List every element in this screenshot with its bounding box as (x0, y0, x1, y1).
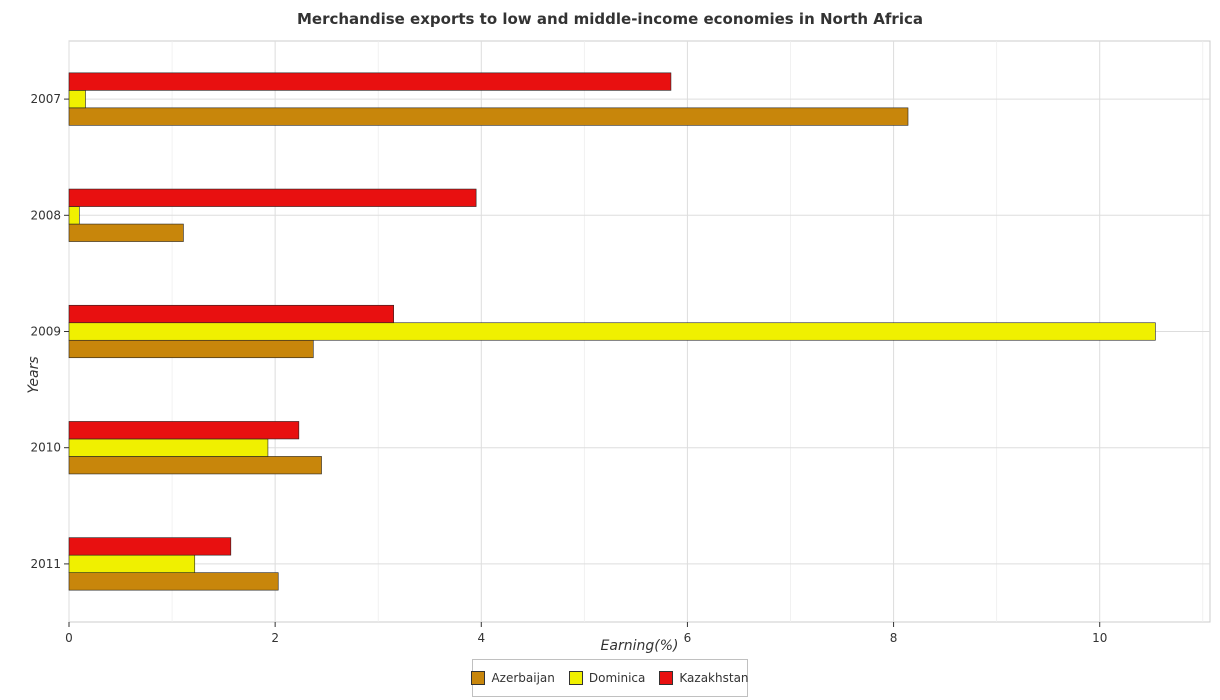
bar-dominica-2008 (68, 206, 80, 225)
legend: Azerbaijan Dominica Kazakhstan (471, 659, 749, 697)
bar-dominica-2007 (68, 90, 86, 109)
legend-label-azerbaijan: Azerbaijan (491, 671, 555, 685)
x-axis-label: Earning(%) (600, 638, 679, 654)
bar-dominica-2010 (68, 438, 269, 457)
y-tick-label: 2007 (30, 92, 61, 106)
bar-azerbaijan-2010 (68, 456, 322, 475)
y-tick-label: 2008 (30, 208, 61, 222)
x-tick-label: 8 (890, 631, 898, 645)
bar-azerbaijan-2011 (68, 572, 279, 591)
bar-azerbaijan-2008 (68, 223, 184, 242)
y-tick-label: 2010 (30, 441, 61, 455)
legend-label-dominica: Dominica (588, 671, 646, 685)
chart-title: Merchandise exports to low and middle-in… (296, 10, 923, 28)
legend-item-dominica: Dominica (568, 671, 646, 685)
legend-swatch-dominica (568, 671, 583, 685)
y-tick-label: 2011 (30, 557, 61, 571)
bar-dominica-2009 (68, 322, 1156, 341)
bar-azerbaijan-2009 (68, 339, 314, 359)
x-tick-label: 6 (684, 631, 692, 645)
legend-label-kazakhstan: Kazakhstan (679, 671, 749, 685)
bar-kazakhstan-2011 (68, 537, 232, 556)
y-tick-label: 2009 (30, 325, 61, 339)
x-tick-label: 10 (1092, 631, 1107, 645)
bar-kazakhstan-2007 (68, 72, 672, 91)
legend-swatch-azerbaijan (471, 671, 486, 685)
bar-kazakhstan-2010 (68, 421, 300, 440)
legend-item-azerbaijan: Azerbaijan (471, 671, 555, 685)
y-axis-label: Years (26, 356, 42, 394)
x-tick-label: 4 (477, 631, 485, 645)
bar-kazakhstan-2008 (68, 188, 477, 207)
bar-dominica-2011 (68, 554, 196, 573)
bar-kazakhstan-2009 (68, 304, 394, 324)
legend-item-kazakhstan: Kazakhstan (659, 671, 749, 685)
x-tick-label: 2 (271, 631, 279, 645)
legend-swatch-kazakhstan (659, 671, 674, 685)
x-tick-label: 0 (65, 631, 73, 645)
bar-azerbaijan-2007 (68, 107, 909, 126)
